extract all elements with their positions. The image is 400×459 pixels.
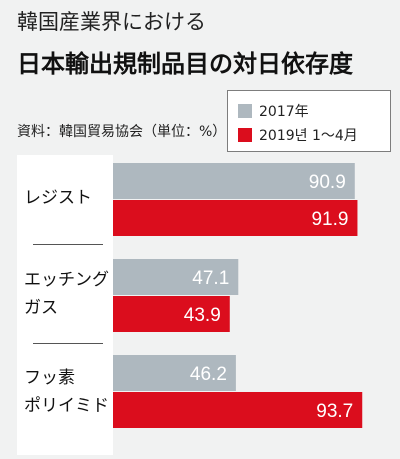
category-divider bbox=[33, 343, 103, 344]
value-label-etching-gas-2017: 47.1 bbox=[192, 268, 229, 289]
category-label-resist: レジスト bbox=[24, 184, 92, 212]
bar-etching-gas-2019 bbox=[113, 296, 230, 332]
chart-title: 韓国産業界における bbox=[17, 10, 206, 34]
category-label-fluorinated-polyimide: フッ素 ポリイミド bbox=[24, 364, 109, 420]
legend-swatch-2017 bbox=[238, 104, 252, 118]
value-label-resist-2017: 90.9 bbox=[309, 172, 346, 193]
bar-etching-gas-2017 bbox=[113, 259, 239, 295]
value-label-resist-2019: 91.9 bbox=[311, 209, 348, 230]
value-label-fluorinated-polyimide-2017: 46.2 bbox=[190, 364, 227, 385]
bar-fluorinated-polyimide-2017 bbox=[113, 355, 236, 391]
category-label-line: レジスト bbox=[24, 188, 92, 208]
bar-fluorinated-polyimide-2019 bbox=[113, 392, 363, 428]
chart-subtitle: 日本輸出規制品目の対日依存度 bbox=[17, 50, 353, 78]
source-note: 資料：韓国貿易協会（単位：%） bbox=[17, 124, 227, 140]
bar-resist-2019 bbox=[113, 200, 358, 236]
category-panel bbox=[17, 155, 113, 455]
legend: 2017年 2019년 1～4月 bbox=[227, 90, 391, 152]
legend-label-2017: 2017年 bbox=[259, 104, 309, 120]
category-divider bbox=[33, 244, 103, 245]
category-label-line: ガス bbox=[24, 298, 58, 318]
legend-label-2019: 2019년 1～4月 bbox=[259, 128, 358, 144]
value-label-fluorinated-polyimide-2019: 93.7 bbox=[316, 401, 353, 422]
value-label-etching-gas-2019: 43.9 bbox=[184, 305, 221, 326]
legend-item-2019: 2019년 1～4月 bbox=[238, 125, 358, 145]
category-label-line: ポリイミド bbox=[24, 396, 109, 416]
legend-item-2017: 2017年 bbox=[238, 101, 309, 121]
bar-resist-2017 bbox=[113, 163, 355, 199]
category-label-line: フッ素 bbox=[24, 368, 75, 388]
category-label-etching-gas: エッチング ガス bbox=[24, 266, 109, 322]
category-label-line: エッチング bbox=[24, 270, 109, 290]
legend-swatch-2019 bbox=[238, 128, 252, 142]
